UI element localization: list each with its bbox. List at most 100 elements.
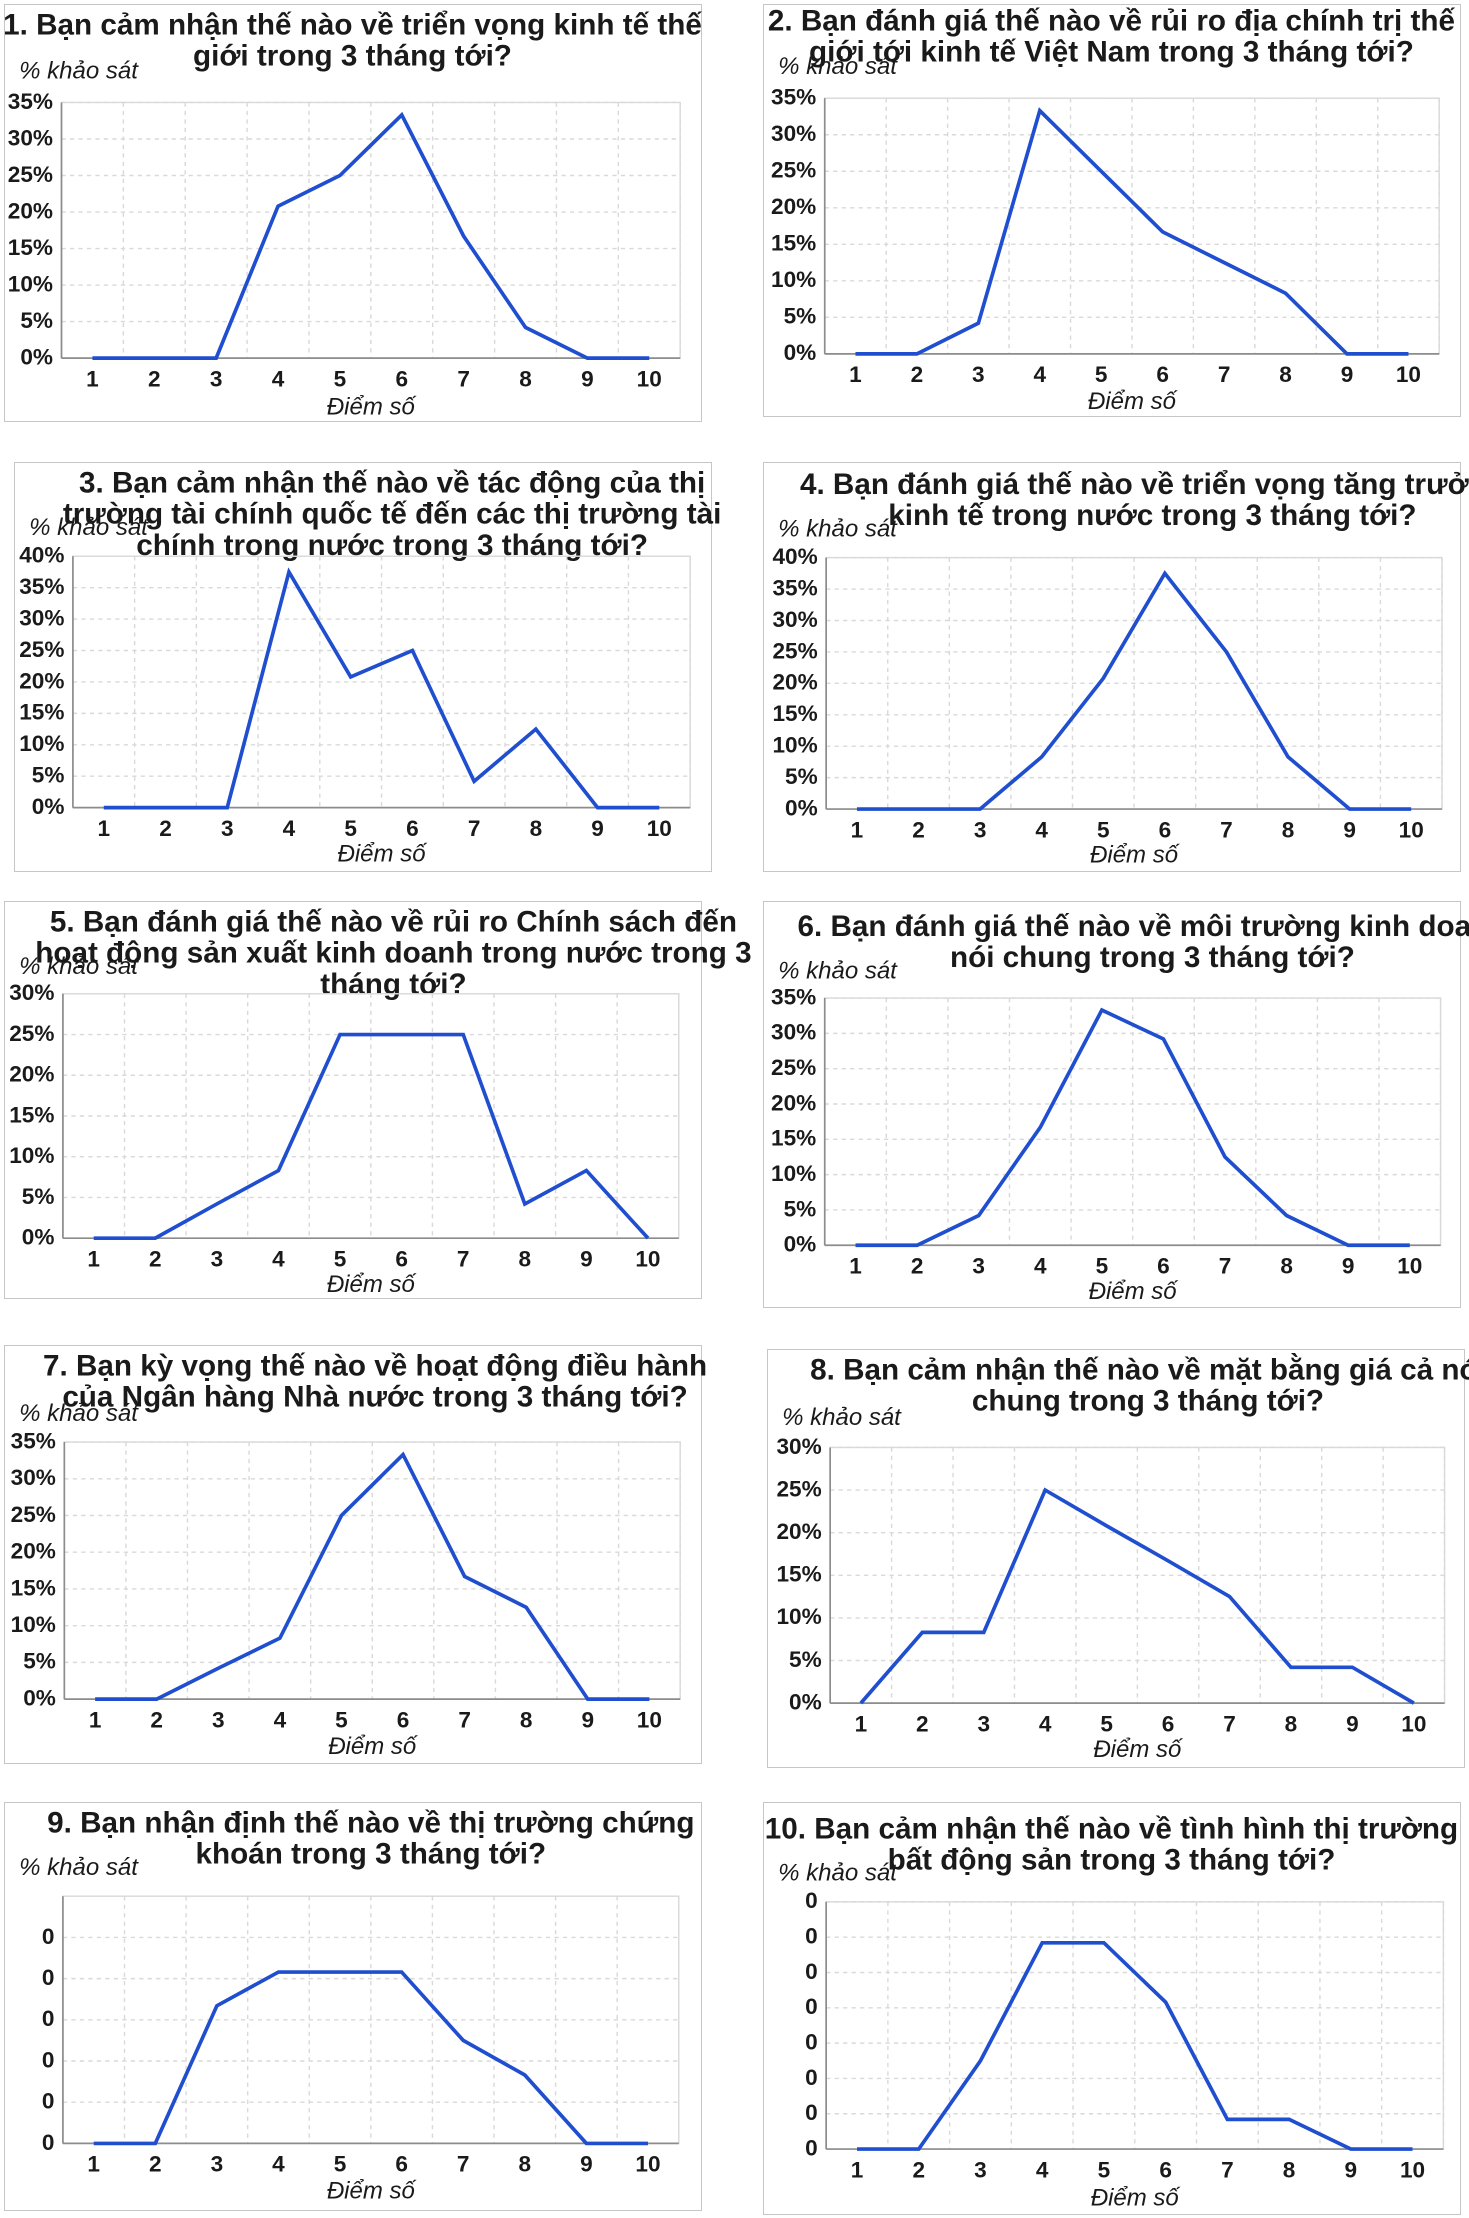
y-tick-label: 30% — [19, 605, 64, 630]
x-tick-label: 8 — [519, 1247, 532, 1272]
chart-panel-8: 8. Bạn cảm nhận thế nào về mặt bằng giá … — [766, 1348, 1469, 1769]
x-tick-label: 6 — [396, 367, 409, 392]
x-tick-label: 3 — [221, 816, 234, 841]
chart-title-line: 2. Bạn đánh giá thế nào về rủi ro địa ch… — [768, 5, 1456, 38]
y-tick-label: 10% — [771, 1161, 816, 1186]
y-tick-label: 5% — [22, 1184, 55, 1209]
y-tick-label: 10% — [776, 1604, 821, 1629]
chart-svg-2: 2. Bạn đánh giá thế nào về rủi ro địa ch… — [768, 5, 1456, 416]
x-tick-label: 2 — [916, 1711, 929, 1736]
x-tick-label: 4 — [272, 2152, 285, 2177]
x-tick-label: 9 — [580, 1247, 593, 1272]
y-tick-label: 0% — [21, 345, 54, 370]
x-tick-label: 5 — [1095, 1254, 1108, 1279]
chart-panel-9: 9. Bạn nhận định thế nào về thị trường c… — [4, 1802, 702, 2211]
chart-svg-10: 10. Bạn cảm nhận thế nào về tình hình th… — [765, 1813, 1458, 2212]
y-tick-label: 20% — [11, 1538, 56, 1563]
y-tick-label: 0% — [23, 1685, 56, 1710]
y-tick-label: 35% — [19, 574, 64, 599]
x-axis-title: Điểm số — [1091, 2185, 1182, 2212]
chart-title-line: 7. Bạn kỳ vọng thế nào về hoạt động điều… — [43, 1349, 707, 1382]
y-tick-label: 0 — [42, 2048, 55, 2073]
x-tick-label: 9 — [580, 2152, 593, 2177]
y-tick-label: 30% — [11, 1465, 56, 1490]
series-line — [93, 1032, 650, 1241]
y-tick-label: 0 — [805, 2065, 818, 2090]
x-tick-label: 8 — [1283, 2158, 1296, 2183]
y-tick-label: 40% — [772, 544, 817, 569]
y-tick-label: 15% — [771, 1126, 816, 1151]
x-tick-label: 1 — [850, 2158, 863, 2183]
x-tick-label: 3 — [211, 1247, 224, 1272]
x-tick-label: 8 — [519, 367, 532, 392]
series-line — [856, 569, 1411, 811]
y-tick-label: 25% — [11, 1502, 56, 1527]
x-tick-label: 6 — [1157, 1254, 1170, 1279]
chart-title-line: hoạt động sản xuất kinh doanh trong nước… — [35, 937, 751, 970]
y-axis-title: % khảo sát — [778, 1860, 898, 1887]
chart-title-line: khoán trong 3 tháng tới? — [196, 1838, 547, 1871]
y-tick-label: 0 — [805, 2030, 818, 2055]
y-tick-label: 10% — [771, 267, 816, 292]
series-line — [92, 112, 650, 361]
x-tick-label: 9 — [582, 1707, 595, 1732]
x-tick-label: 7 — [468, 816, 481, 841]
y-tick-label: 0 — [805, 1995, 818, 2020]
x-tick-label: 1 — [88, 1247, 101, 1272]
y-tick-label: 15% — [9, 1103, 54, 1128]
x-tick-label: 1 — [88, 2152, 101, 2177]
x-tick-label: 3 — [972, 1254, 985, 1279]
chart-title-line: trường tài chính quốc tế đến các thị trư… — [63, 498, 722, 531]
x-tick-label: 6 — [406, 816, 419, 841]
x-tick-label: 9 — [591, 816, 604, 841]
x-tick-label: 9 — [1346, 1711, 1359, 1736]
y-tick-label: 0 — [42, 2007, 55, 2032]
y-tick-label: 5% — [783, 1196, 816, 1221]
x-tick-label: 7 — [458, 367, 471, 392]
chart-svg-5: 5. Bạn đánh giá thế nào về rủi ro Chính … — [9, 906, 751, 1298]
x-tick-label: 6 — [396, 2152, 409, 2177]
x-tick-label: 3 — [977, 1711, 990, 1736]
x-tick-label: 2 — [912, 2158, 925, 2183]
chart-title-line: kinh tế trong nước trong 3 tháng tới? — [888, 499, 1416, 532]
x-tick-label: 10 — [1400, 2158, 1425, 2183]
x-tick-label: 5 — [334, 1247, 347, 1272]
series-line — [103, 567, 660, 810]
x-tick-label: 7 — [1218, 362, 1231, 387]
chart-panel-2: 2. Bạn đánh giá thế nào về rủi ro địa ch… — [762, 4, 1461, 417]
y-tick-label: 0 — [805, 1924, 818, 1949]
y-tick-label: 30% — [776, 1434, 821, 1459]
x-tick-label: 10 — [1398, 817, 1423, 842]
x-tick-label: 2 — [149, 2152, 162, 2177]
y-axis-title: % khảo sát — [778, 515, 898, 542]
chart-panel-1: 1. Bạn cảm nhận thế nào về triển vọng ki… — [3, 4, 703, 423]
x-axis-title: Điểm số — [1088, 388, 1179, 415]
x-tick-label: 5 — [1097, 2158, 1110, 2183]
x-tick-label: 10 — [637, 1707, 662, 1732]
x-tick-label: 9 — [581, 367, 594, 392]
x-tick-label: 10 — [636, 1247, 661, 1272]
x-tick-label: 4 — [1039, 1711, 1052, 1736]
chart-title-line: tháng tới? — [321, 968, 467, 1001]
chart-title-line: 3. Bạn cảm nhận thế nào về tác động của … — [79, 467, 705, 500]
x-tick-label: 6 — [396, 1247, 409, 1272]
chart-title-line: của Ngân hàng Nhà nước trong 3 tháng tới… — [63, 1380, 688, 1413]
x-tick-label: 5 — [1095, 362, 1108, 387]
series-line — [93, 1970, 649, 2146]
y-tick-label: 20% — [771, 194, 816, 219]
chart-title-line: 10. Bạn cảm nhận thế nào về tình hình th… — [765, 1813, 1458, 1846]
y-tick-label: 5% — [783, 304, 816, 329]
y-tick-label: 15% — [772, 701, 817, 726]
x-tick-label: 3 — [974, 817, 987, 842]
x-tick-label: 1 — [86, 367, 99, 392]
y-tick-label: 15% — [771, 231, 816, 256]
x-tick-label: 2 — [159, 816, 172, 841]
y-tick-label: 25% — [771, 158, 816, 183]
x-tick-label: 2 — [151, 1707, 164, 1732]
x-axis-title: Điểm số — [328, 1733, 419, 1760]
x-tick-label: 3 — [972, 362, 985, 387]
y-tick-label: 5% — [23, 1648, 56, 1673]
x-axis-title: Điểm số — [1090, 842, 1181, 869]
x-tick-label: 10 — [647, 816, 672, 841]
series-line — [95, 1451, 650, 1701]
